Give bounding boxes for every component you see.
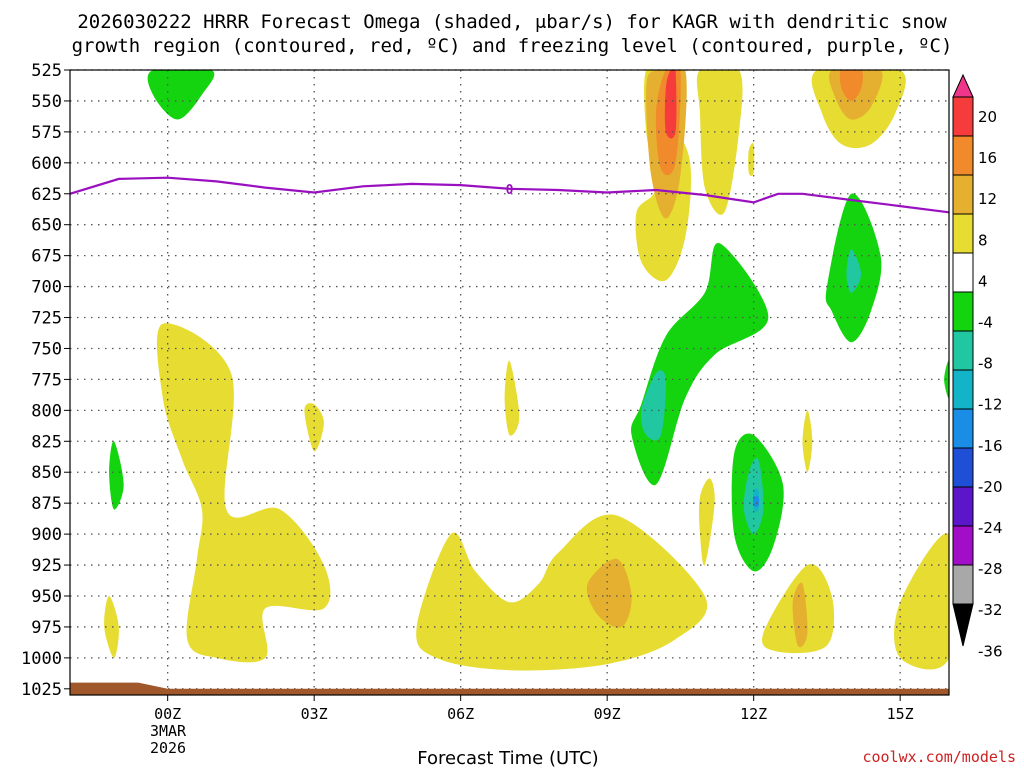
colorbar-label: 16 [978, 149, 997, 167]
x-tick-label: 03Z [301, 705, 328, 723]
x-tick-label: 06Z [447, 705, 474, 723]
freezing-level-contour: 0 [70, 176, 949, 214]
omega-region-10 [802, 410, 813, 473]
freezing-level-label: 0 [506, 183, 514, 198]
y-tick-label: 975 [31, 618, 62, 638]
omega-region-26 [640, 370, 666, 441]
y-tick-label: 650 [31, 216, 62, 236]
colorbar-swatch [952, 174, 974, 215]
omega-region-2 [748, 142, 755, 176]
omega-shading [104, 70, 949, 671]
credit-link[interactable]: coolwx.com/models [862, 748, 1016, 766]
colorbar-label: -24 [978, 519, 1003, 537]
colorbar-swatch [952, 369, 974, 410]
colorbar-label: -28 [978, 560, 1003, 578]
terrain-fill [70, 682, 949, 695]
y-tick-label: 1025 [21, 680, 62, 700]
y-tick-label: 700 [31, 278, 62, 298]
colorbar-swatch [952, 252, 974, 293]
omega-region-12 [894, 533, 949, 670]
chart-title-line2: growth region (contoured, red, ºC) and f… [72, 35, 953, 57]
chart-title-line1: 2026030222 HRRR Forecast Omega (shaded, … [77, 11, 947, 33]
colorbar-swatch [952, 96, 974, 137]
colorbar-label: -4 [978, 314, 993, 332]
omega-region-20 [147, 70, 215, 120]
omega-region-24 [109, 441, 124, 510]
colorbar-swatch [952, 486, 974, 527]
colorbar-label: 8 [978, 231, 988, 249]
y-tick-label: 675 [31, 247, 62, 267]
colorbar-swatch [952, 330, 974, 371]
y-tick-label: 1000 [21, 649, 62, 669]
colorbar-label: -32 [978, 601, 1003, 619]
terrain-ground [70, 682, 949, 695]
date-label-line1: 3MAR [150, 722, 187, 740]
colorbar-legend: 20 16 12 8 4 -4 -8 -12 -16 -20 -24 -28 -32 -36 [952, 73, 1003, 660]
colorbar-swatch [952, 135, 974, 176]
omega-region-6 [504, 360, 520, 436]
omega-region-30 [753, 495, 760, 507]
colorbar-label: -36 [978, 642, 1003, 660]
y-tick-label: 925 [31, 556, 62, 576]
y-tick-label: 750 [31, 339, 62, 359]
y-tick-label: 950 [31, 587, 62, 607]
y-tick-label: 600 [31, 154, 62, 174]
y-tick-label: 800 [31, 401, 62, 421]
omega-region-27 [846, 249, 862, 293]
colorbar-label: -8 [978, 355, 993, 373]
omega-region-4 [156, 323, 331, 663]
x-tick-label: 09Z [594, 705, 621, 723]
x-tick-label: 15Z [887, 705, 914, 723]
colorbar-label: 20 [978, 108, 997, 126]
colorbar-label: 4 [978, 272, 988, 290]
colorbar-swatch [952, 291, 974, 332]
y-tick-label: 575 [31, 123, 62, 143]
y-tick-label: 625 [31, 185, 62, 205]
y-tick-label: 875 [31, 494, 62, 514]
y-tick-label: 825 [31, 432, 62, 452]
colorbar-label: -20 [978, 478, 1003, 496]
y-tick-label: 900 [31, 525, 62, 545]
omega-region-19 [664, 70, 677, 139]
y-tick-label: 850 [31, 463, 62, 483]
colorbar-label: -12 [978, 396, 1003, 414]
colorbar-swatch [952, 213, 974, 254]
colorbar-cap-top [952, 73, 974, 98]
colorbar-label: 12 [978, 190, 997, 208]
colorbar-swatch [952, 564, 974, 605]
omega-region-25 [944, 360, 949, 399]
omega-region-1 [696, 70, 743, 215]
y-tick-label: 525 [31, 61, 62, 81]
y-axis-pressure: 525 550 575 600 625 650 675 700 725 750 775 800 825 8… [21, 61, 70, 700]
y-tick-label: 775 [31, 370, 62, 390]
x-tick-label: 12Z [740, 705, 767, 723]
freezing-level-line [70, 176, 949, 214]
x-axis-title: Forecast Time (UTC) [417, 748, 598, 768]
colorbar-cap-bottom [952, 603, 974, 647]
y-tick-label: 725 [31, 309, 62, 329]
omega-region-7 [104, 596, 119, 658]
plot-frame [69, 69, 950, 696]
omega-region-18 [839, 70, 863, 101]
colorbar-swatch [952, 447, 974, 488]
y-tick-label: 550 [31, 92, 62, 112]
colorbar-swatch [952, 408, 974, 449]
date-label-line2: 2026 [150, 739, 186, 757]
colorbar-swatch [952, 525, 974, 566]
omega-region-15 [586, 558, 632, 628]
colorbar-label: -16 [978, 437, 1003, 455]
plot-area: 0 525 550 575 600 625 650 675 700 725 750 775 800 82… [21, 61, 950, 723]
omega-region-8 [416, 514, 708, 671]
omega-region-21 [631, 242, 769, 486]
x-axis-time: 00Z 03Z 06Z 09Z 12Z 15Z [154, 695, 914, 723]
omega-region-16 [792, 582, 808, 648]
x-tick-label: 00Z [154, 705, 181, 723]
omega-region-9 [699, 478, 715, 566]
